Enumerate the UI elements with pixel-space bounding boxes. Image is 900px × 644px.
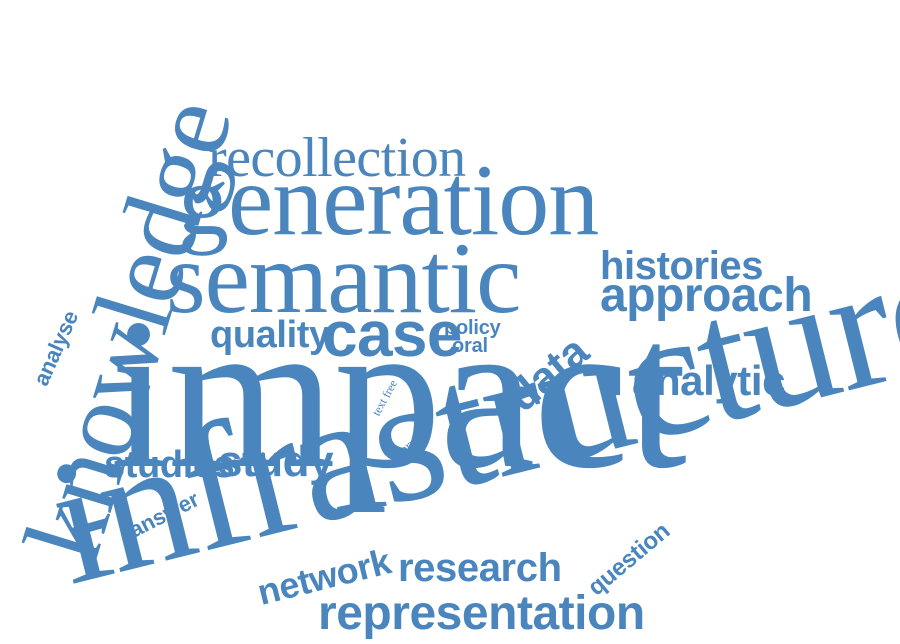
word-generation: generation bbox=[178, 144, 599, 257]
word-quality: quality bbox=[210, 314, 330, 356]
word-policy: policy bbox=[444, 317, 501, 339]
word-representation: representation bbox=[318, 587, 645, 640]
word-impact: impact bbox=[110, 274, 687, 513]
word-studies: studies bbox=[104, 444, 235, 486]
word-oral: oral bbox=[452, 335, 488, 357]
word-histories: histories bbox=[600, 244, 764, 288]
word-case: case bbox=[322, 298, 462, 370]
word-semantic: semantic bbox=[166, 222, 521, 335]
word-analytic: analytic bbox=[632, 357, 786, 404]
word-research: research bbox=[398, 546, 562, 590]
word-approach: approach bbox=[600, 269, 813, 322]
word-recollection: recollection bbox=[208, 127, 466, 189]
word-study: study bbox=[218, 437, 334, 486]
